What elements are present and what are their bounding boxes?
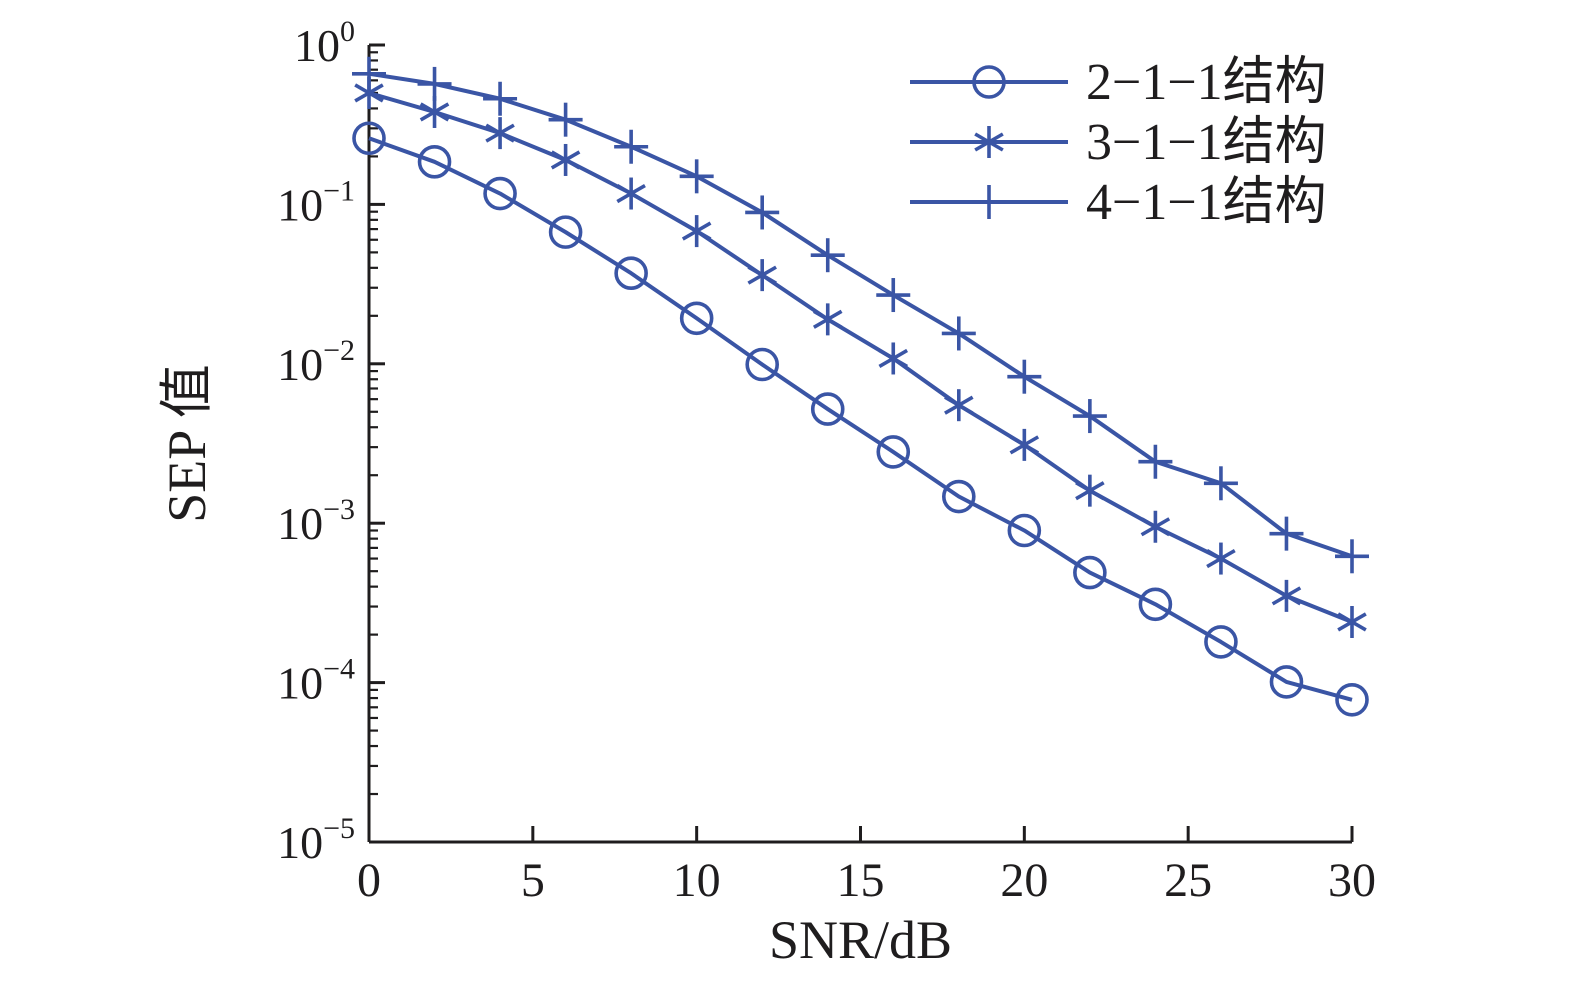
series-plus bbox=[352, 56, 1369, 574]
asterisk-marker-spoke bbox=[974, 132, 1004, 152]
x-tick-label: 25 bbox=[1164, 854, 1212, 907]
series-circle bbox=[352, 121, 1369, 717]
asterisk-marker-spoke bbox=[1337, 612, 1367, 632]
legend-label: 3−1−1结构 bbox=[1086, 114, 1327, 171]
series-asterisk bbox=[354, 76, 1367, 638]
asterisk-marker-spoke bbox=[354, 83, 384, 103]
circle-marker bbox=[1138, 587, 1173, 622]
x-tick-label: 10 bbox=[673, 854, 721, 907]
asterisk-marker-spoke bbox=[1206, 549, 1236, 569]
circle-marker bbox=[810, 392, 845, 426]
series-line-2 bbox=[368, 71, 1353, 559]
series-markers-0 bbox=[352, 121, 1369, 717]
y-axis-tick-labels: 100 10−1 10−2 10−3 10−4 10−5 bbox=[277, 15, 355, 868]
circle-marker bbox=[972, 65, 1006, 99]
circle-marker bbox=[352, 121, 386, 156]
circle-marker bbox=[745, 347, 780, 382]
asterisk-marker-spoke bbox=[1140, 517, 1171, 537]
asterisk-marker-spoke bbox=[944, 395, 974, 415]
x-tick-label: 5 bbox=[521, 854, 545, 907]
circle-marker bbox=[941, 479, 976, 514]
asterisk-marker-spoke bbox=[812, 309, 843, 329]
legend-label: 2−1−1结构 bbox=[1086, 54, 1327, 111]
circle-marker bbox=[1204, 625, 1238, 659]
x-tick-label: 20 bbox=[1000, 854, 1048, 907]
circle-marker bbox=[417, 145, 452, 179]
x-tick-label: 0 bbox=[357, 854, 381, 907]
legend-label: 4−1−1结构 bbox=[1086, 174, 1327, 231]
asterisk-marker-spoke bbox=[1075, 481, 1105, 501]
y-axis-label: SEP 值 bbox=[157, 364, 217, 523]
series-line-1 bbox=[368, 91, 1353, 624]
y-tick-label: 10−5 bbox=[277, 812, 355, 868]
asterisk-marker-spoke bbox=[747, 265, 777, 285]
circle-marker bbox=[1269, 665, 1304, 699]
asterisk-marker-spoke bbox=[550, 150, 581, 170]
circle-marker bbox=[679, 301, 714, 336]
circle-marker bbox=[1073, 555, 1107, 590]
asterisk-marker-spoke bbox=[1009, 435, 1040, 455]
series-line-0 bbox=[368, 136, 1353, 702]
legend-item-1: 3−1−1结构 bbox=[910, 114, 1327, 171]
asterisk-marker-spoke bbox=[419, 102, 450, 122]
asterisk-marker-spoke bbox=[485, 123, 515, 143]
circle-marker bbox=[1335, 683, 1369, 717]
legend-item-0: 2−1−1结构 bbox=[910, 54, 1327, 111]
asterisk-marker-spoke bbox=[616, 183, 646, 204]
y-tick-label: 10−3 bbox=[277, 493, 355, 549]
y-tick-label: 10−4 bbox=[277, 653, 355, 709]
legend-item-2: 4−1−1结构 bbox=[910, 174, 1327, 231]
circle-marker bbox=[876, 435, 911, 469]
x-axis-tick-labels: 0 5 10 15 20 25 30 bbox=[357, 854, 1376, 907]
circle-marker bbox=[614, 256, 648, 291]
circle-marker bbox=[483, 176, 517, 211]
x-axis-label: SNR/dB bbox=[769, 910, 952, 970]
asterisk-marker-spoke bbox=[1271, 586, 1302, 606]
asterisk-marker-spoke bbox=[878, 348, 909, 369]
y-tick-label: 10−2 bbox=[277, 334, 355, 390]
series-markers-1 bbox=[354, 76, 1367, 638]
series-markers-2 bbox=[352, 56, 1369, 574]
y-tick-label: 100 bbox=[294, 15, 355, 71]
x-tick-label: 15 bbox=[837, 854, 885, 907]
circle-marker bbox=[1007, 513, 1042, 548]
y-tick-label: 10−1 bbox=[277, 174, 355, 230]
circle-marker bbox=[548, 215, 583, 249]
x-tick-label: 30 bbox=[1328, 854, 1376, 907]
asterisk-marker-spoke bbox=[681, 221, 712, 241]
